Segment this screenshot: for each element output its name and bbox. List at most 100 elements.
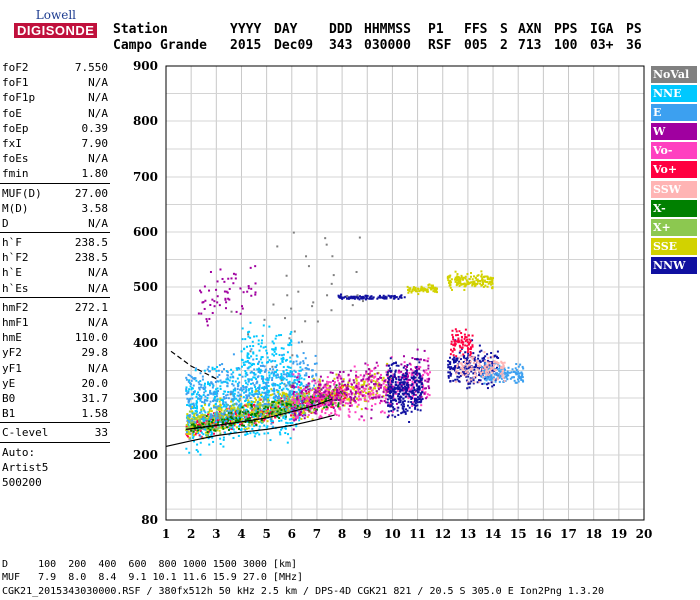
data-point [246, 360, 249, 363]
data-point [467, 355, 470, 358]
data-point [229, 417, 232, 420]
data-point [223, 409, 226, 412]
data-point [219, 437, 222, 440]
data-point [490, 381, 493, 384]
data-point [423, 349, 426, 352]
data-point [353, 388, 356, 391]
data-point [330, 392, 333, 395]
data-point [420, 395, 423, 398]
data-point [289, 403, 292, 406]
plot-frame [165, 65, 645, 521]
data-point [316, 390, 319, 393]
data-point [199, 453, 202, 456]
data-point [277, 389, 280, 392]
data-point [473, 285, 476, 288]
data-point [332, 274, 335, 277]
data-point [482, 375, 485, 378]
data-point [420, 391, 423, 394]
data-point [226, 291, 229, 294]
data-point [419, 374, 422, 377]
data-point [264, 415, 267, 418]
data-point [248, 378, 251, 381]
data-point [204, 299, 207, 302]
data-point [314, 412, 317, 415]
data-point [263, 418, 266, 421]
data-point [456, 278, 459, 281]
data-point [408, 384, 411, 387]
data-point [327, 401, 330, 404]
data-point [252, 345, 255, 348]
data-point [296, 405, 299, 408]
data-point [307, 391, 310, 394]
data-point [305, 400, 308, 403]
data-point [270, 388, 273, 391]
data-point [290, 407, 293, 410]
data-point [346, 398, 349, 401]
data-point [352, 387, 355, 390]
data-point [374, 387, 377, 390]
data-point [402, 366, 405, 369]
data-point [466, 341, 469, 344]
data-point [353, 365, 356, 368]
data-point [485, 368, 488, 371]
data-point [302, 362, 305, 365]
data-point [245, 409, 248, 412]
data-point [296, 415, 299, 418]
data-point [341, 399, 344, 402]
data-point [522, 380, 525, 383]
data-point [409, 389, 412, 392]
data-point [483, 351, 486, 354]
data-point [207, 432, 210, 435]
param-group-virtual-heights: h`F 238.5 h`F2 238.5 h`E N/A h`Es N/A [0, 235, 110, 296]
data-point [404, 412, 407, 415]
data-point [416, 388, 419, 391]
data-point [188, 415, 191, 418]
data-point [405, 408, 408, 411]
param-value: N/A [88, 106, 108, 120]
data-point [298, 412, 301, 415]
data-point [199, 421, 202, 424]
data-point [198, 421, 201, 424]
data-point [259, 402, 262, 405]
data-point [390, 356, 393, 359]
data-point [275, 411, 278, 414]
data-point [259, 358, 262, 361]
data-point [408, 395, 411, 398]
data-point [460, 363, 463, 366]
data-point [307, 402, 310, 405]
data-point [387, 381, 390, 384]
data-point [252, 352, 255, 355]
y-tick-label: 80 [141, 513, 158, 527]
data-point [274, 337, 277, 340]
data-point [304, 386, 307, 389]
data-point [309, 389, 312, 392]
data-point [207, 411, 210, 414]
data-point [285, 369, 288, 372]
data-point [313, 411, 316, 414]
data-point [292, 394, 295, 397]
data-point [190, 388, 193, 391]
data-point [283, 410, 286, 413]
data-point [211, 421, 214, 424]
data-point [218, 406, 221, 409]
data-point [185, 386, 188, 389]
data-point [347, 373, 350, 376]
data-point [414, 370, 417, 373]
legend-item-noval: NoVal [651, 66, 697, 83]
data-point [218, 400, 221, 403]
data-point [324, 393, 327, 396]
data-point [297, 395, 300, 398]
data-point [248, 392, 251, 395]
legend-item-w: W [651, 123, 697, 141]
data-point [417, 287, 420, 290]
data-point [272, 413, 275, 416]
data-point [301, 414, 304, 417]
data-point [277, 401, 280, 404]
data-point [253, 376, 256, 379]
header-value-iga: 03+ [590, 38, 614, 53]
data-point [267, 408, 270, 411]
data-point [216, 392, 219, 395]
data-point [234, 410, 237, 413]
data-point [378, 402, 381, 405]
data-point [462, 276, 465, 279]
